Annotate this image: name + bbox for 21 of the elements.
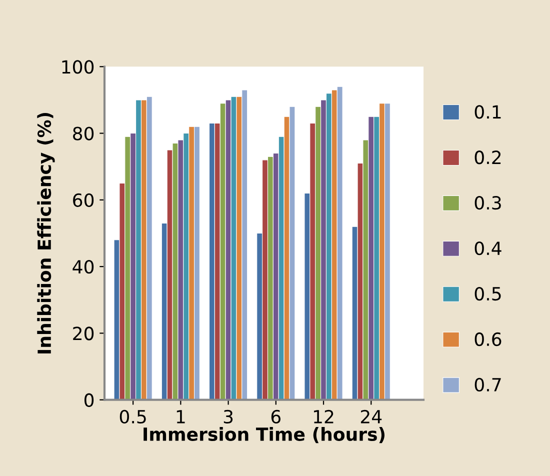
x-tick-label: 3	[224, 410, 233, 424]
y-tick-label: 80	[73, 126, 94, 140]
y-tick-label: 20	[73, 326, 94, 340]
legend-label: 0.1	[474, 105, 501, 119]
y-tick-label: 60	[73, 193, 94, 208]
y-tick-label: 40	[72, 260, 94, 274]
legend-label: 0.2	[474, 150, 501, 164]
y-tick-label: 0	[84, 393, 94, 407]
legend-label: 0.7	[474, 378, 501, 392]
y-axis-title: Inhibition Efficiency (%)	[37, 112, 55, 354]
x-axis-title: Immersion Time (hours)	[144, 427, 384, 444]
legend-label: 0.6	[474, 332, 502, 346]
legend-label: 0.3	[474, 196, 501, 210]
y-tick-label: 100	[62, 60, 94, 74]
x-tick-label: 24	[360, 410, 382, 424]
x-tick-label: 12	[314, 410, 334, 424]
x-tick-label: 6	[271, 410, 281, 424]
x-tick-label: 0.5	[120, 410, 146, 424]
legend-label: 0.5	[474, 286, 501, 301]
legend-label: 0.4	[474, 241, 502, 256]
x-tick-label: 1	[176, 410, 185, 424]
